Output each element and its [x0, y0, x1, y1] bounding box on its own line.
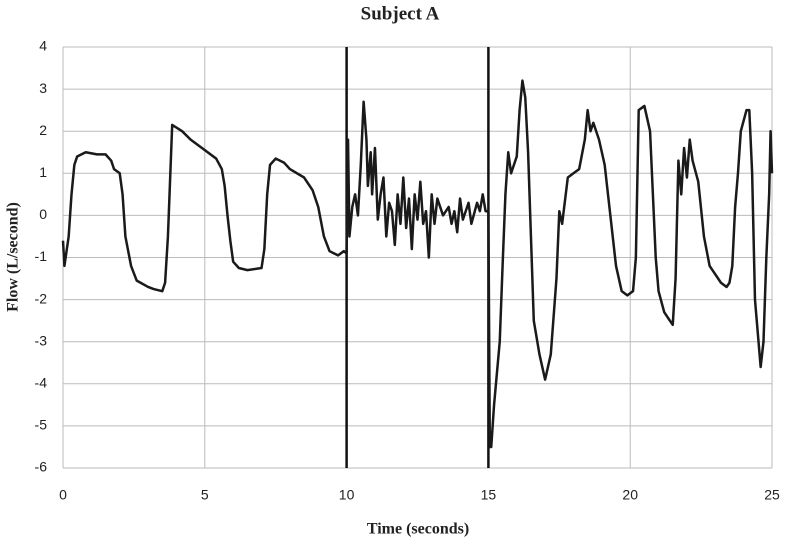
y-tick-label: 4: [39, 38, 47, 54]
y-tick-label: -1: [35, 248, 48, 264]
y-axis-label: Flow (L/second): [5, 202, 22, 312]
y-tick-label: -6: [35, 459, 48, 475]
chart-title: Subject A: [361, 3, 440, 24]
x-tick-label: 10: [339, 487, 355, 503]
y-tick-label: -4: [35, 375, 48, 391]
y-tick-label: -5: [35, 417, 48, 433]
y-tick-label: 3: [39, 80, 47, 96]
x-tick-label: 0: [59, 487, 67, 503]
x-tick-label: 5: [201, 487, 209, 503]
y-tick-label: 0: [39, 206, 47, 222]
x-tick-label: 20: [622, 487, 638, 503]
x-axis-label: Time (seconds): [367, 521, 469, 538]
y-tick-label: -2: [35, 290, 48, 306]
flow-line: [61, 79, 774, 449]
x-tick-label: 15: [481, 487, 497, 503]
y-tick-label: -3: [35, 332, 48, 348]
y-tick-label: 1: [39, 164, 47, 180]
x-tick-label: 25: [764, 487, 780, 503]
y-tick-label: 2: [39, 122, 47, 138]
